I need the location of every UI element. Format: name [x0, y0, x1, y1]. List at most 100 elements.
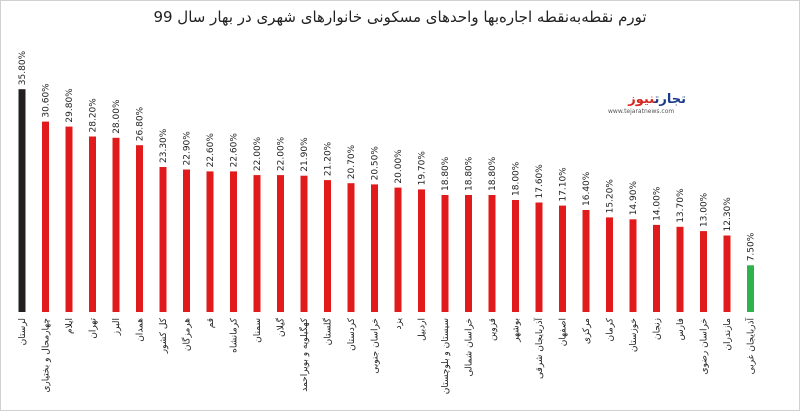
- value-label: 18.80%: [465, 156, 475, 191]
- value-label: 16.40%: [582, 171, 592, 206]
- bar: [159, 167, 167, 312]
- bar: [394, 187, 402, 312]
- bar: [723, 235, 731, 312]
- value-label: 15.20%: [606, 179, 616, 214]
- category-label: تهران: [89, 318, 99, 339]
- category-label: کل کشور: [159, 317, 169, 354]
- chart-title: تورم نقطه‌به‌نقطه اجاره‌بها واحدهای مسکو…: [153, 8, 647, 26]
- bar: [418, 189, 425, 312]
- bar: [347, 183, 355, 312]
- value-label: 35.80%: [18, 50, 28, 85]
- category-label: کهگیلویه و بویراحمد: [298, 317, 310, 391]
- bar: [183, 169, 190, 312]
- brand-logo: تجارتنیوز www.tejaratnews.com: [608, 92, 686, 126]
- category-label: هرمزگان: [181, 318, 193, 351]
- value-label: 22.60%: [206, 133, 216, 168]
- category-label: گلستان: [322, 317, 334, 345]
- value-label: 17.60%: [535, 164, 545, 199]
- value-label: 28.20%: [89, 98, 99, 133]
- value-label: 7.50%: [747, 232, 757, 261]
- category-label: قزوین: [488, 318, 498, 341]
- value-label: 22.90%: [183, 131, 193, 166]
- bar: [112, 137, 120, 312]
- category-label: یزد: [394, 318, 404, 330]
- value-label: 21.90%: [300, 137, 310, 172]
- bar: [559, 205, 566, 312]
- value-label: 30.60%: [42, 83, 52, 118]
- bar: [65, 126, 73, 312]
- category-label: زنجان: [653, 318, 663, 340]
- bar: [606, 217, 613, 312]
- logo-url: www.tejaratnews.com: [608, 108, 675, 115]
- category-label: مازندران: [723, 318, 733, 351]
- category-label: آذربایجان غربی: [745, 318, 757, 375]
- bar: [324, 180, 331, 312]
- value-label: 22.00%: [253, 136, 263, 171]
- value-label: 18.80%: [441, 156, 451, 191]
- logo-name-part2: نیوز: [628, 92, 655, 107]
- value-label: 18.00%: [512, 161, 522, 196]
- category-label: کرمانشاه: [230, 317, 240, 353]
- bar: [136, 145, 143, 312]
- value-label: 20.70%: [347, 144, 357, 179]
- value-label: 28.00%: [112, 99, 122, 134]
- logo-name-part1: تجارت: [654, 92, 687, 107]
- value-label: 12.30%: [723, 197, 733, 232]
- value-label: 17.10%: [559, 167, 569, 202]
- category-label: کردستان: [347, 317, 357, 351]
- bar: [230, 171, 237, 312]
- value-label: 14.00%: [653, 186, 663, 221]
- bar: [277, 175, 284, 312]
- category-label: لرستان: [18, 318, 28, 345]
- logo-text: تجارتنیوز: [608, 92, 686, 108]
- value-label: 22.60%: [230, 133, 240, 168]
- category-label: قم: [206, 318, 216, 328]
- bar: [300, 175, 308, 312]
- value-label: 20.00%: [394, 149, 404, 184]
- bar: [371, 184, 378, 312]
- category-label: خراسان رضوی: [700, 318, 710, 374]
- category-label: کرمان: [606, 317, 616, 341]
- value-label: 20.50%: [371, 146, 381, 181]
- value-label: 14.90%: [629, 181, 639, 216]
- value-label: 13.00%: [700, 192, 710, 227]
- category-label: خراسان شمالی: [465, 318, 475, 377]
- value-label: 29.80%: [65, 88, 75, 123]
- bar: [512, 200, 519, 312]
- category-label: خراسان جنوبی: [371, 318, 381, 374]
- bar: [441, 195, 449, 312]
- category-label: مرکزی: [582, 318, 592, 344]
- value-label: 18.80%: [488, 156, 498, 191]
- category-label: اردبیل: [418, 318, 428, 341]
- category-label: آذربایجان شرقی: [533, 318, 545, 379]
- bar: [582, 210, 590, 312]
- bar: [747, 265, 754, 312]
- category-label: همدان: [136, 318, 146, 342]
- bar: [535, 202, 543, 312]
- bar: [488, 195, 496, 312]
- category-label: البرز: [112, 318, 122, 336]
- category-label: بوشهر: [512, 318, 522, 343]
- bar: [89, 136, 96, 312]
- bar: [700, 231, 707, 312]
- bar: [18, 89, 26, 312]
- category-label: چهارمحال و بختیاری: [42, 318, 52, 393]
- category-label: اصفهان: [559, 318, 569, 346]
- category-label: ایلام: [65, 318, 75, 334]
- category-label: گیلان: [275, 317, 287, 337]
- value-label: 21.20%: [324, 141, 334, 176]
- category-label: سیستان و بلوچستان: [441, 318, 451, 394]
- value-label: 26.80%: [136, 106, 146, 141]
- bar: [253, 175, 261, 312]
- bar: [206, 171, 214, 312]
- bar: [465, 195, 472, 312]
- bar: [653, 224, 660, 312]
- bar: [42, 121, 49, 312]
- bar: [676, 226, 684, 312]
- category-label: سمنان: [253, 318, 263, 343]
- value-label: 22.00%: [277, 136, 287, 171]
- value-label: 13.70%: [676, 188, 686, 223]
- bar: [629, 219, 637, 312]
- category-label: فارس: [676, 318, 686, 340]
